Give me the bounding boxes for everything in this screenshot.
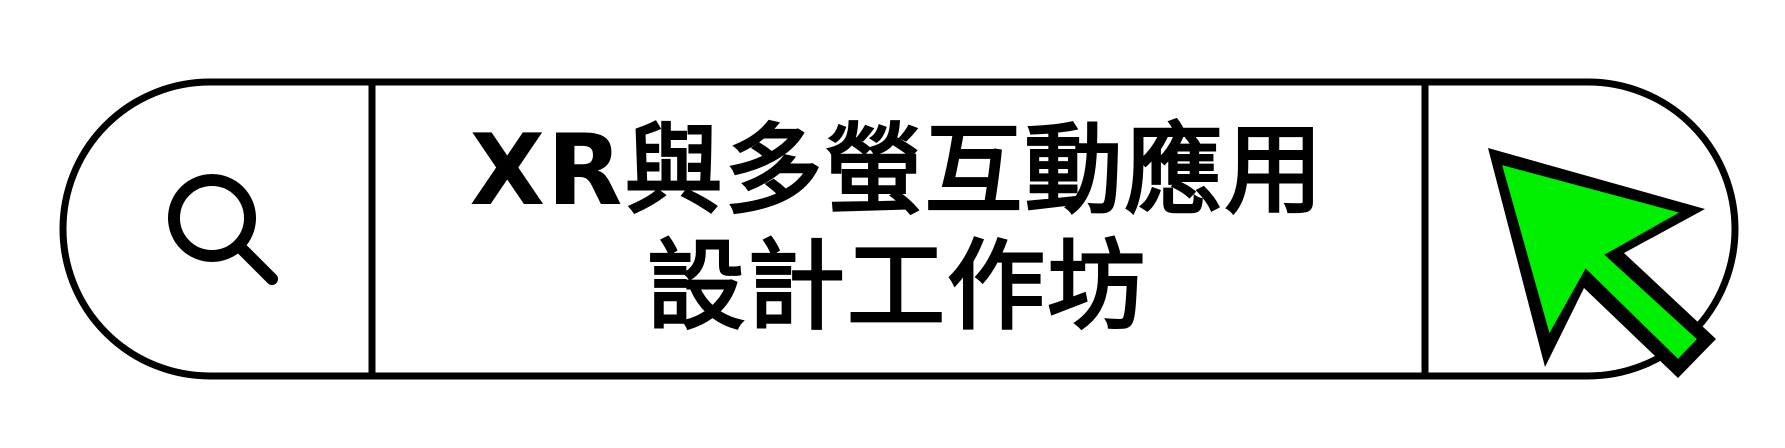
search-bar-outline <box>59 78 1739 380</box>
cursor-arrow-icon <box>1488 148 1716 378</box>
search-query-box[interactable]: XR與多螢互動應用 設計工作坊 <box>372 84 1422 374</box>
search-icon[interactable] <box>168 174 278 285</box>
title-line-2: 設計工作坊 <box>646 230 1147 344</box>
title-line-1: XR與多螢互動應用 <box>469 114 1325 228</box>
